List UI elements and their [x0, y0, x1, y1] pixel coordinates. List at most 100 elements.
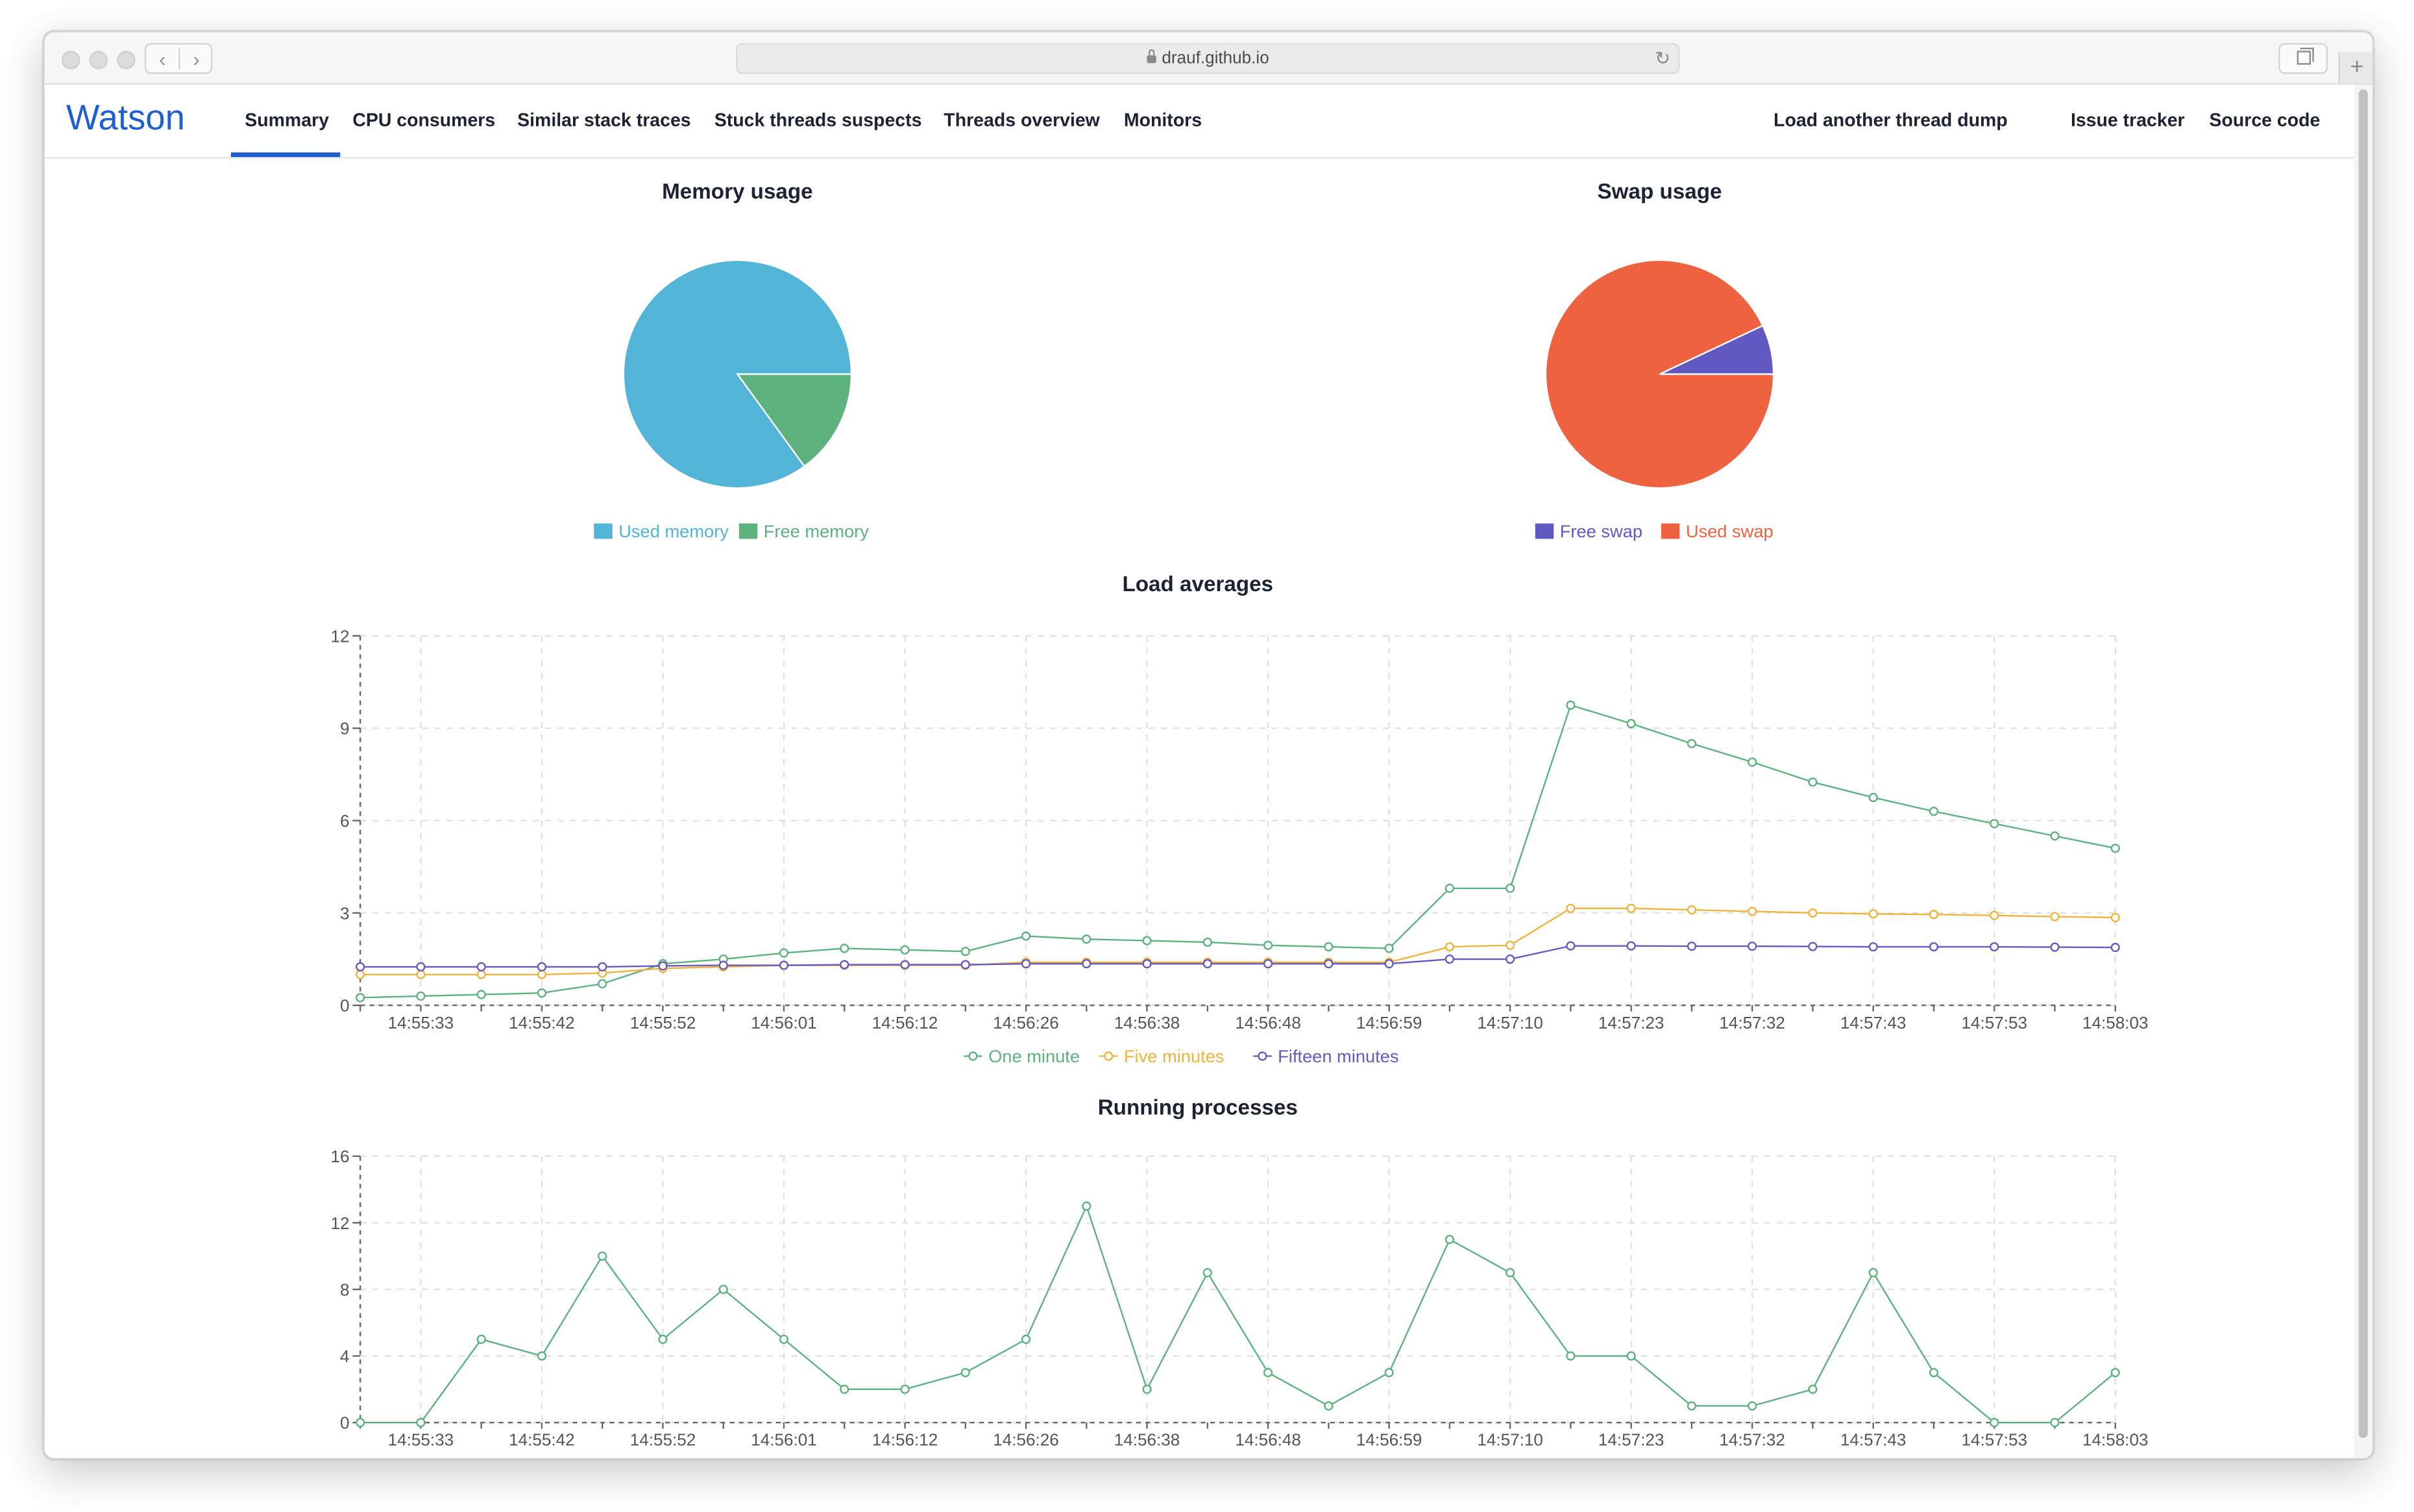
address-bar[interactable]: drauf.github.io ↻ — [736, 43, 1680, 74]
data-point[interactable] — [900, 1384, 910, 1394]
nav-source-code[interactable]: Source code — [2209, 109, 2321, 131]
page-scrollbar[interactable] — [2354, 84, 2372, 1458]
data-point[interactable] — [1868, 942, 1878, 952]
data-point[interactable] — [1506, 940, 1515, 950]
minimize-window-icon[interactable] — [89, 51, 108, 69]
data-point[interactable] — [1384, 1368, 1394, 1378]
data-point[interactable] — [1626, 718, 1636, 729]
data-point[interactable] — [476, 962, 486, 972]
legend-label-used-swap[interactable]: Used swap — [1686, 521, 1774, 541]
data-point[interactable] — [1868, 792, 1878, 803]
data-point[interactable] — [900, 945, 910, 955]
data-point[interactable] — [1566, 1351, 1576, 1361]
nav-issue-tracker[interactable]: Issue tracker — [2070, 109, 2185, 131]
data-point[interactable] — [1263, 1368, 1273, 1378]
data-point[interactable] — [1808, 777, 1818, 787]
data-point[interactable] — [476, 969, 486, 979]
data-point[interactable] — [1142, 959, 1152, 969]
data-point[interactable] — [1202, 1268, 1212, 1278]
data-point[interactable] — [416, 969, 426, 979]
data-point[interactable] — [1687, 941, 1697, 951]
data-point[interactable] — [1990, 942, 1999, 952]
nav-summary[interactable]: Summary — [245, 109, 329, 131]
data-point[interactable] — [1263, 959, 1273, 969]
data-point[interactable] — [1021, 1334, 1031, 1344]
data-point[interactable] — [537, 988, 547, 998]
forward-arrow-icon[interactable]: › — [193, 47, 200, 70]
data-point[interactable] — [1626, 1351, 1636, 1361]
data-point[interactable] — [1082, 1201, 1091, 1211]
data-point[interactable] — [1445, 954, 1454, 964]
data-point[interactable] — [356, 1418, 365, 1428]
data-point[interactable] — [1748, 907, 1757, 916]
data-point[interactable] — [2050, 912, 2060, 921]
data-point[interactable] — [2110, 912, 2120, 923]
data-point[interactable] — [1929, 910, 1939, 920]
data-point[interactable] — [2110, 1368, 2120, 1378]
data-point[interactable] — [1990, 1418, 1999, 1428]
data-point[interactable] — [598, 979, 607, 989]
legend-label-five-minutes[interactable]: Five minutes — [1124, 1046, 1225, 1066]
data-point[interactable] — [416, 991, 426, 1001]
data-point[interactable] — [416, 962, 426, 972]
legend-label-one-minute[interactable]: One minute — [988, 1046, 1080, 1066]
data-point[interactable] — [1929, 807, 1939, 816]
data-point[interactable] — [658, 961, 668, 971]
legend-label-free-swap[interactable]: Free swap — [1560, 521, 1642, 541]
data-point[interactable] — [779, 948, 789, 958]
data-point[interactable] — [356, 993, 365, 1003]
data-point[interactable] — [840, 944, 849, 953]
data-point[interactable] — [1384, 944, 1394, 953]
data-point[interactable] — [476, 990, 486, 999]
legend-label-used-memory[interactable]: Used memory — [618, 521, 729, 541]
data-point[interactable] — [476, 1334, 486, 1344]
data-point[interactable] — [1929, 942, 1939, 952]
data-point[interactable] — [1506, 1268, 1515, 1278]
data-point[interactable] — [356, 962, 365, 972]
data-point[interactable] — [1324, 1401, 1334, 1411]
data-point[interactable] — [779, 960, 789, 970]
data-point[interactable] — [2050, 1418, 2060, 1428]
data-point[interactable] — [1324, 959, 1334, 969]
data-point[interactable] — [356, 969, 365, 979]
data-point[interactable] — [779, 1334, 789, 1344]
data-point[interactable] — [2050, 831, 2060, 841]
data-point[interactable] — [416, 1418, 426, 1428]
data-point[interactable] — [1263, 940, 1273, 950]
data-point[interactable] — [840, 1384, 849, 1394]
new-tab-icon[interactable]: + — [2338, 52, 2372, 84]
data-point[interactable] — [1748, 1401, 1757, 1411]
data-point[interactable] — [1990, 910, 1999, 920]
pie-slice-used-swap[interactable] — [1544, 259, 1775, 489]
data-point[interactable] — [960, 1368, 970, 1378]
data-point[interactable] — [1142, 936, 1152, 945]
data-point[interactable] — [1021, 959, 1031, 969]
data-point[interactable] — [1929, 1368, 1939, 1378]
close-window-icon[interactable] — [61, 51, 80, 69]
data-point[interactable] — [1566, 941, 1576, 951]
nav-threads-overview[interactable]: Threads overview — [944, 109, 1100, 131]
data-point[interactable] — [1384, 959, 1394, 969]
data-point[interactable] — [2110, 844, 2120, 853]
zoom-window-icon[interactable] — [117, 51, 136, 69]
scrollbar-thumb[interactable] — [2358, 89, 2368, 1438]
data-point[interactable] — [1868, 909, 1878, 919]
pie-slice-free-memory[interactable] — [736, 373, 853, 468]
nav-stuck-threads-suspects[interactable]: Stuck threads suspects — [714, 109, 922, 131]
nav-similar-stack-traces[interactable]: Similar stack traces — [517, 109, 691, 131]
back-arrow-icon[interactable]: ‹ — [159, 47, 166, 70]
data-point[interactable] — [1687, 1401, 1697, 1411]
data-point[interactable] — [2110, 942, 2120, 953]
data-point[interactable] — [1082, 959, 1091, 969]
data-point[interactable] — [1748, 757, 1757, 767]
data-point[interactable] — [1626, 903, 1636, 913]
data-point[interactable] — [598, 962, 607, 972]
data-point[interactable] — [1808, 908, 1818, 918]
data-point[interactable] — [1687, 905, 1697, 915]
data-point[interactable] — [960, 960, 970, 969]
legend-label-fifteen-minutes[interactable]: Fifteen minutes — [1278, 1046, 1398, 1066]
data-point[interactable] — [2050, 942, 2060, 952]
data-point[interactable] — [537, 1351, 547, 1361]
data-point[interactable] — [1808, 942, 1818, 951]
data-point[interactable] — [718, 1284, 728, 1295]
